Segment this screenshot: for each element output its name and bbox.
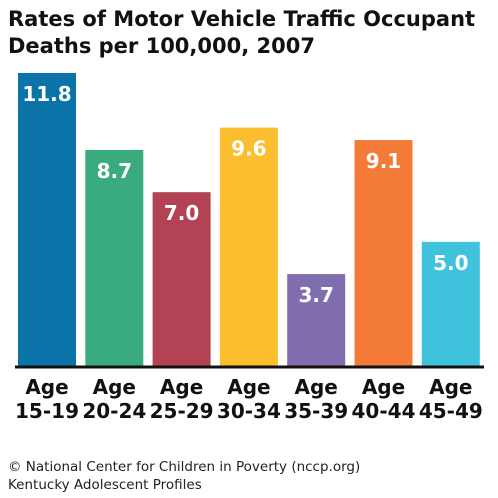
copyright-text: © National Center for Children in Povert… <box>8 459 361 475</box>
x-tick-label-line2-5: 40-44 <box>352 399 416 423</box>
bar-0 <box>18 73 76 366</box>
bar-3 <box>219 127 278 366</box>
x-tick-label-line1-0: Age <box>25 375 68 399</box>
x-tick-label-line2-1: 20-24 <box>82 399 146 423</box>
x-tick-label-line2-3: 30-34 <box>217 399 281 423</box>
source-text: Kentucky Adolescent Profiles <box>8 477 202 493</box>
bar-value-label-1: 8.7 <box>97 159 132 183</box>
bar-value-label-6: 5.0 <box>433 251 468 275</box>
x-tick-label-line1-3: Age <box>227 375 270 399</box>
bar-value-label-2: 7.0 <box>164 201 199 225</box>
bar-value-label-4: 3.7 <box>298 283 333 307</box>
x-tick-label-line1-6: Age <box>429 375 472 399</box>
x-tick-label-line2-6: 45-49 <box>419 399 483 423</box>
bar-1 <box>85 149 144 366</box>
bar-5 <box>354 140 413 366</box>
x-tick-label-line2-2: 25-29 <box>150 399 214 423</box>
bar-6 <box>421 241 480 366</box>
x-tick-label-line2-0: 15-19 <box>15 399 79 423</box>
bar-2 <box>152 192 211 366</box>
x-tick-label-line1-5: Age <box>362 375 405 399</box>
bar-value-label-0: 11.8 <box>22 82 71 106</box>
bar-4 <box>287 274 346 366</box>
footer: © National Center for Children in Povert… <box>8 458 488 494</box>
chart-title-line-1: Rates of Motor Vehicle Traffic Occupant <box>8 7 476 31</box>
chart-title: Rates of Motor Vehicle Traffic Occupant … <box>8 6 488 60</box>
bar-value-label-3: 9.6 <box>231 137 266 161</box>
x-tick-label-line2-4: 35-39 <box>284 399 348 423</box>
chart-title-line-2: Deaths per 100,000, 2007 <box>8 34 315 58</box>
x-tick-label-line1-2: Age <box>160 375 203 399</box>
bar-value-label-5: 9.1 <box>366 149 401 173</box>
x-tick-label-line1-1: Age <box>93 375 136 399</box>
x-tick-label-line1-4: Age <box>295 375 338 399</box>
